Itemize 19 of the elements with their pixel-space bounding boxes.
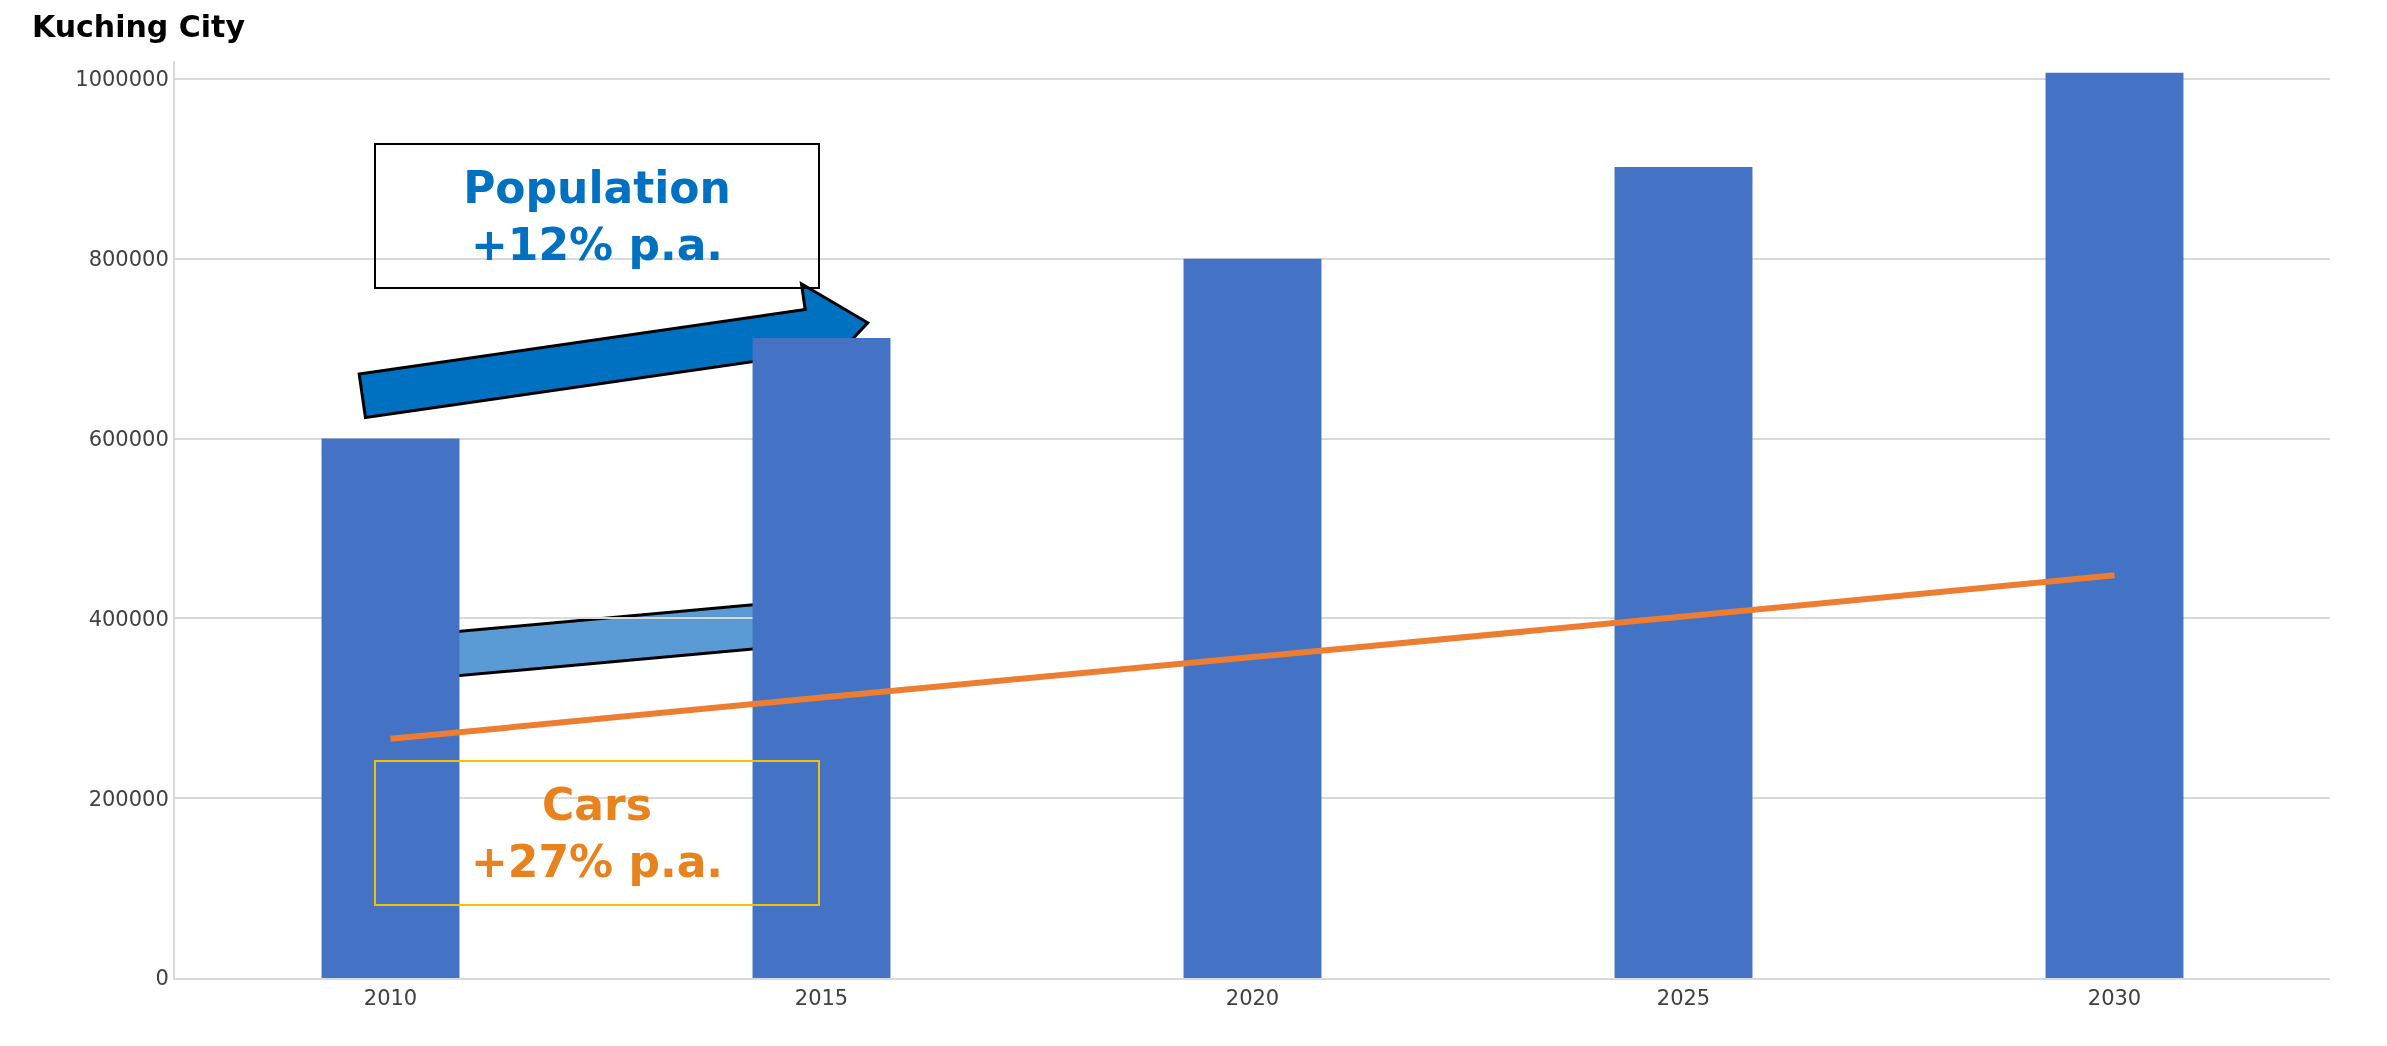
y-tick-label: 800000 bbox=[88, 247, 169, 272]
y-tick-label: 200000 bbox=[88, 786, 169, 811]
x-tick-label: 2015 bbox=[794, 986, 849, 1011]
bar bbox=[321, 438, 460, 978]
x-tick-label: 2020 bbox=[1225, 986, 1280, 1011]
x-tick-label: 2025 bbox=[1656, 986, 1711, 1011]
chart-title: Kuching City bbox=[32, 9, 246, 44]
annotation: Population +12% p.a. bbox=[463, 161, 731, 271]
bar bbox=[2045, 72, 2184, 978]
bar bbox=[1183, 258, 1322, 978]
x-tick-label: 2010 bbox=[363, 986, 418, 1011]
y-tick-label: 1000000 bbox=[75, 67, 169, 92]
x-tick-label: 2030 bbox=[2087, 986, 2142, 1011]
y-tick-label: 0 bbox=[155, 966, 169, 991]
y-tick-label: 400000 bbox=[88, 606, 169, 631]
annotation: Cars +27% p.a. bbox=[470, 778, 724, 888]
y-tick-label: 600000 bbox=[88, 426, 169, 451]
bar bbox=[752, 337, 891, 978]
bar bbox=[1614, 167, 1753, 978]
